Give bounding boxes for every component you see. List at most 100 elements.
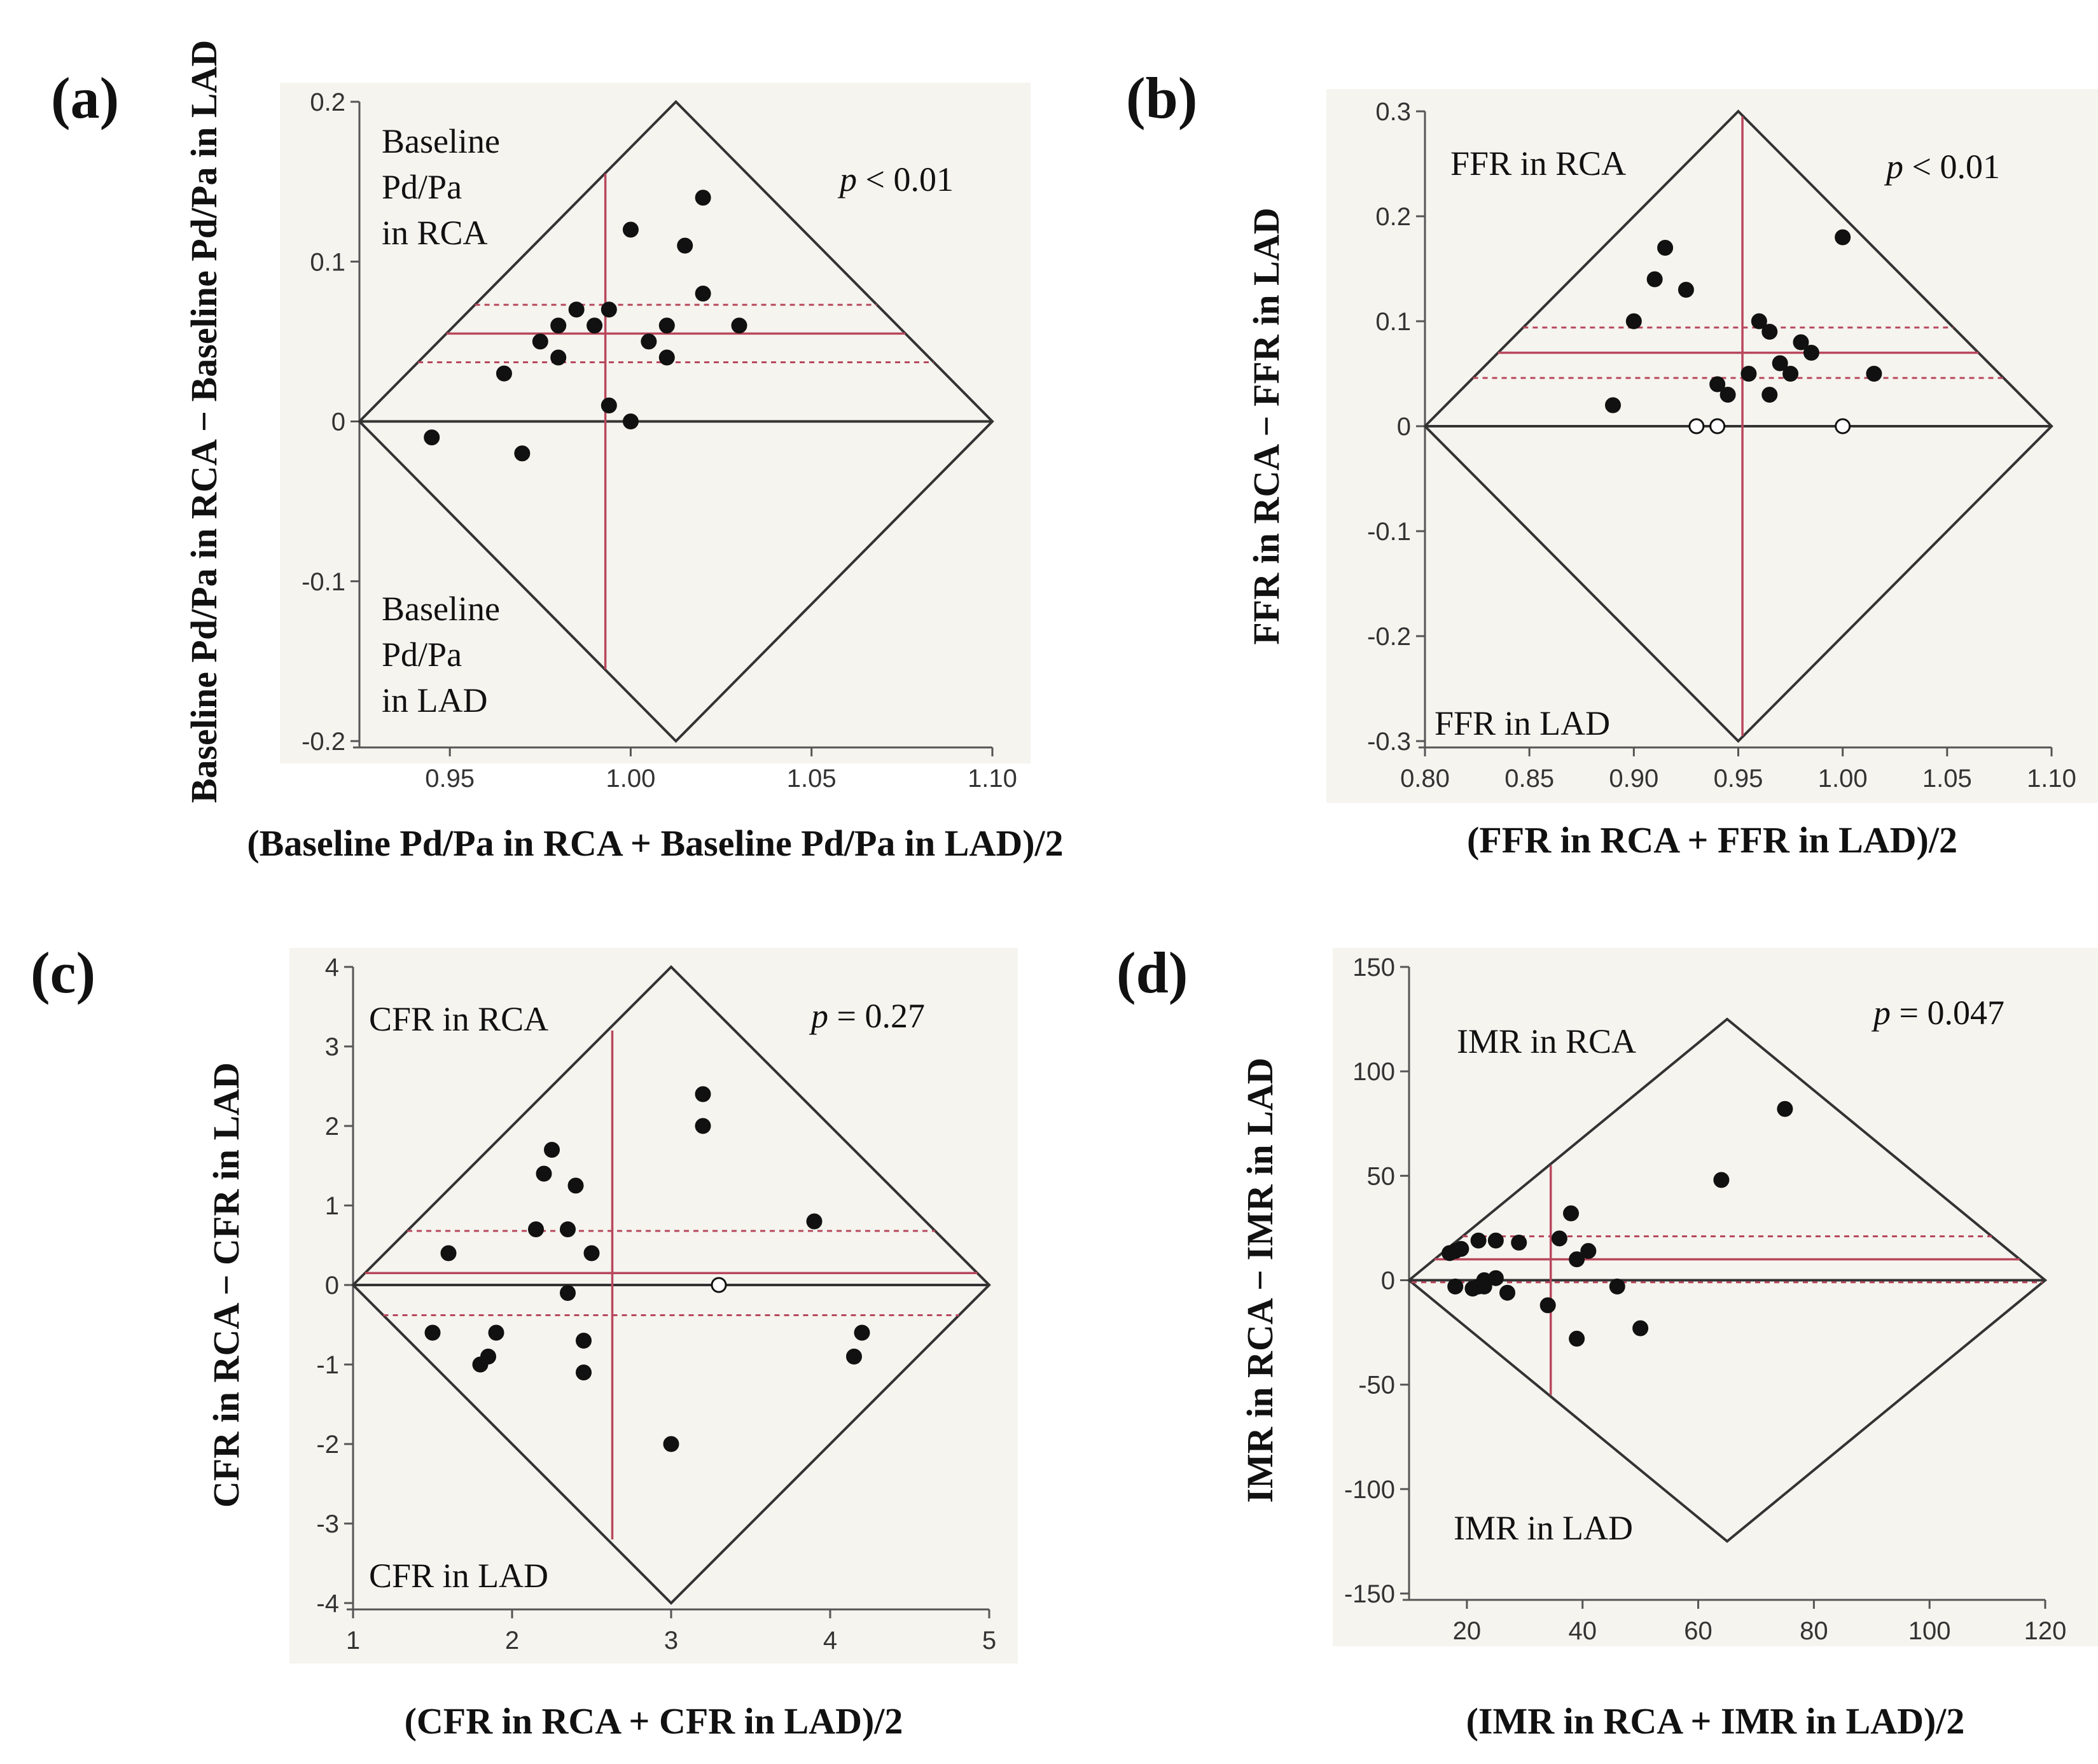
y-tick-label: 100 xyxy=(1352,1058,1395,1086)
plot-background xyxy=(280,83,1031,763)
data-point xyxy=(587,317,603,334)
y-axis-title: IMR in RCA − IMR in LAD xyxy=(1239,1057,1281,1503)
data-point xyxy=(1772,355,1788,372)
corner-label-top: FFR in RCA xyxy=(1450,144,1626,183)
data-point xyxy=(1609,1278,1625,1295)
data-point xyxy=(1470,1232,1487,1249)
data-point xyxy=(424,429,440,446)
x-tick-label: 0.95 xyxy=(1714,765,1763,793)
corner-label-bottom: IMR in LAD xyxy=(1454,1509,1633,1547)
x-axis-title: (FFR in RCA + FFR in LAD)/2 xyxy=(1467,819,1957,861)
p-value-text: < 0.01 xyxy=(1903,148,2000,186)
panel-d: -150 -100 -50 0 50 100 150 20 40 60 80 100 120 IMR in… xyxy=(1116,940,2098,1742)
data-point xyxy=(658,349,675,366)
y-tick-label: -0.1 xyxy=(1367,518,1411,546)
data-point xyxy=(1632,1320,1649,1337)
data-point xyxy=(695,1086,711,1102)
panel-letter: (d) xyxy=(1116,940,1188,1005)
data-point xyxy=(601,302,617,318)
x-tick-label: 5 xyxy=(982,1627,996,1655)
data-point xyxy=(731,317,747,334)
data-point xyxy=(1740,366,1757,382)
data-point-open xyxy=(1688,418,1705,434)
x-tick-label: 2 xyxy=(505,1627,519,1655)
p-value: p = 0.047 xyxy=(1871,994,2004,1032)
data-point xyxy=(1563,1205,1580,1221)
data-point xyxy=(514,445,531,462)
x-tick-label: 40 xyxy=(1568,1617,1597,1645)
data-point-open xyxy=(1709,418,1726,434)
data-point xyxy=(1569,1330,1585,1347)
data-point xyxy=(536,1165,552,1182)
y-tick-label: 4 xyxy=(325,954,339,982)
p-symbol: p xyxy=(837,160,857,198)
data-point xyxy=(1761,324,1778,340)
y-tick-label: -50 xyxy=(1358,1372,1395,1399)
y-tick-label: 0.2 xyxy=(310,88,345,116)
y-tick-label: 0.1 xyxy=(1375,308,1411,336)
plot-background xyxy=(1326,89,2098,803)
y-tick-label: -100 xyxy=(1344,1476,1395,1504)
x-tick-label: 1.00 xyxy=(606,765,655,793)
p-symbol: p xyxy=(1884,148,1903,186)
x-tick-label: 1 xyxy=(346,1627,360,1655)
y-tick-label: 0 xyxy=(1381,1267,1395,1295)
data-point xyxy=(496,365,512,382)
data-point xyxy=(663,1436,679,1452)
x-tick-label: 120 xyxy=(2024,1617,2067,1645)
data-point xyxy=(622,221,639,238)
p-symbol: p xyxy=(809,997,828,1035)
corner-label-bottom: in LAD xyxy=(382,681,487,719)
data-point xyxy=(1678,282,1694,298)
y-axis-title: Baseline Pd/Pa in RCA − Baseline Pd/Pa i… xyxy=(183,40,225,803)
y-tick-label: -0.1 xyxy=(302,568,345,596)
corner-label-bottom: Baseline xyxy=(382,590,500,628)
data-point xyxy=(544,1142,560,1158)
data-point xyxy=(1453,1240,1469,1257)
data-point xyxy=(424,1324,441,1341)
data-point xyxy=(576,1333,592,1349)
data-point-open xyxy=(1835,418,1851,434)
corner-label-top: in RCA xyxy=(382,214,488,252)
data-point xyxy=(846,1349,862,1365)
p-symbol: p xyxy=(1871,994,1891,1032)
data-point xyxy=(622,413,639,429)
y-tick-label: 0.2 xyxy=(1375,203,1411,231)
y-tick-label: -1 xyxy=(316,1351,339,1379)
data-point xyxy=(1625,313,1642,330)
panel-letter: (b) xyxy=(1126,66,1197,130)
x-tick-label: 1.00 xyxy=(1818,765,1868,793)
x-tick-label: 0.95 xyxy=(425,765,475,793)
data-point xyxy=(532,333,548,350)
data-point xyxy=(1551,1230,1567,1247)
x-tick-label: 20 xyxy=(1453,1617,1482,1645)
corner-label-top: CFR in RCA xyxy=(369,1000,548,1038)
data-point xyxy=(567,1177,584,1194)
corner-label-bottom: CFR in LAD xyxy=(369,1557,548,1595)
panel-letter: (c) xyxy=(31,940,95,1005)
y-tick-label: 0 xyxy=(331,408,345,436)
data-point xyxy=(1657,240,1674,256)
data-point xyxy=(583,1245,600,1261)
data-point xyxy=(1866,366,1882,382)
data-point xyxy=(1761,387,1778,403)
y-axis-title: CFR in RCA − CFR in LAD xyxy=(205,1062,247,1508)
y-tick-label: 0 xyxy=(1397,413,1411,441)
y-tick-label: -4 xyxy=(316,1590,339,1618)
data-point xyxy=(1751,313,1767,330)
x-tick-label: 0.85 xyxy=(1504,765,1554,793)
data-point xyxy=(806,1213,823,1230)
y-tick-label: 50 xyxy=(1367,1162,1396,1190)
data-point xyxy=(1569,1251,1585,1268)
data-point xyxy=(1511,1234,1527,1251)
x-axis-title: (IMR in RCA + IMR in LAD)/2 xyxy=(1466,1700,1965,1742)
data-point xyxy=(560,1285,576,1301)
data-point xyxy=(695,286,711,302)
data-point xyxy=(1835,229,1851,246)
p-value-text: < 0.01 xyxy=(857,160,954,198)
p-value-text: = 0.047 xyxy=(1891,994,2004,1032)
data-point xyxy=(488,1324,504,1341)
data-point xyxy=(854,1324,870,1341)
corner-label-top: Pd/Pa xyxy=(382,168,462,206)
data-point xyxy=(550,349,567,366)
